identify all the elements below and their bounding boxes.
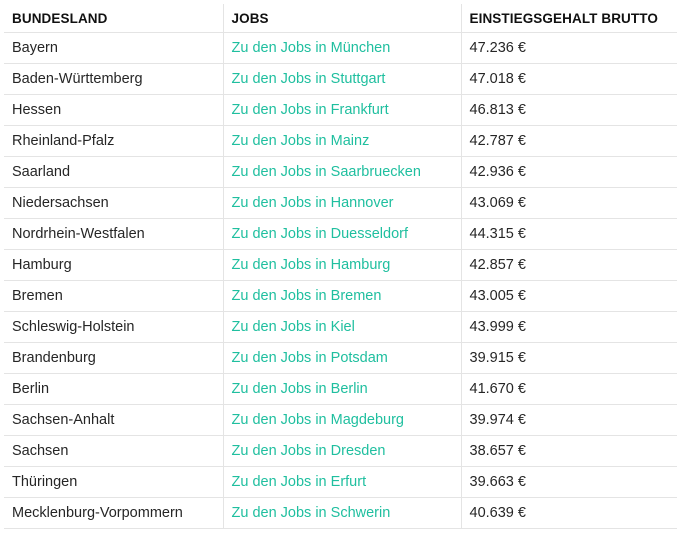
- jobs-cell: Zu den Jobs in Frankfurt: [222, 94, 461, 126]
- header-bundesland: BUNDESLAND: [4, 4, 223, 33]
- table-row: Sachsen-Anhalt Zu den Jobs in Magdeburg 39…: [4, 404, 677, 436]
- jobs-link[interactable]: Zu den Jobs in Hamburg: [231, 257, 391, 273]
- salary-cell: 46.813 €: [460, 94, 677, 126]
- salary-cell: 47.236 €: [460, 32, 677, 64]
- state-cell: Sachsen: [4, 435, 223, 467]
- jobs-cell: Zu den Jobs in München: [222, 32, 461, 64]
- table-body: Bayern Zu den Jobs in München 47.236 € Bade…: [4, 32, 677, 529]
- jobs-cell: Zu den Jobs in Erfurt: [222, 466, 461, 498]
- state-cell: Baden-Württemberg: [4, 63, 223, 95]
- table-row: Thüringen Zu den Jobs in Erfurt 39.663 €: [4, 466, 677, 498]
- jobs-cell: Zu den Jobs in Stuttgart: [222, 63, 461, 95]
- salary-table: BUNDESLAND JOBS EINSTIEGSGEHALT BRUTTO B…: [4, 4, 677, 529]
- jobs-link[interactable]: Zu den Jobs in Dresden: [231, 443, 386, 459]
- jobs-link[interactable]: Zu den Jobs in Kiel: [231, 319, 355, 335]
- salary-cell: 42.787 €: [460, 125, 677, 157]
- salary-cell: 41.670 €: [460, 373, 677, 405]
- jobs-link[interactable]: Zu den Jobs in Erfurt: [231, 474, 367, 490]
- table-header: BUNDESLAND JOBS EINSTIEGSGEHALT BRUTTO: [4, 4, 677, 33]
- state-cell: Rheinland-Pfalz: [4, 125, 223, 157]
- state-cell: Niedersachsen: [4, 187, 223, 219]
- table-row: Bayern Zu den Jobs in München 47.236 €: [4, 32, 677, 64]
- jobs-cell: Zu den Jobs in Berlin: [222, 373, 461, 405]
- state-cell: Nordrhein-Westfalen: [4, 218, 223, 250]
- salary-cell: 42.857 €: [460, 249, 677, 281]
- table-row: Hamburg Zu den Jobs in Hamburg 42.857 €: [4, 249, 677, 281]
- state-cell: Hamburg: [4, 249, 223, 281]
- jobs-cell: Zu den Jobs in Dresden: [222, 435, 461, 467]
- table-row: Hessen Zu den Jobs in Frankfurt 46.813 €: [4, 94, 677, 126]
- table-row: Bremen Zu den Jobs in Bremen 43.005 €: [4, 280, 677, 312]
- jobs-link[interactable]: Zu den Jobs in Magdeburg: [231, 412, 405, 428]
- state-cell: Sachsen-Anhalt: [4, 404, 223, 436]
- jobs-cell: Zu den Jobs in Duesseldorf: [222, 218, 461, 250]
- jobs-link[interactable]: Zu den Jobs in Schwerin: [231, 505, 391, 521]
- table-row: Saarland Zu den Jobs in Saarbruecken 42.93…: [4, 156, 677, 188]
- state-cell: Saarland: [4, 156, 223, 188]
- salary-cell: 39.915 €: [460, 342, 677, 374]
- jobs-link[interactable]: Zu den Jobs in Saarbruecken: [231, 164, 421, 180]
- state-cell: Thüringen: [4, 466, 223, 498]
- salary-cell: 43.999 €: [460, 311, 677, 343]
- salary-table-container: BUNDESLAND JOBS EINSTIEGSGEHALT BRUTTO B…: [4, 4, 677, 529]
- jobs-link[interactable]: Zu den Jobs in Potsdam: [231, 350, 388, 366]
- state-cell: Bremen: [4, 280, 223, 312]
- jobs-link[interactable]: Zu den Jobs in Frankfurt: [231, 102, 389, 118]
- jobs-link[interactable]: Zu den Jobs in Hannover: [231, 195, 394, 211]
- header-row: BUNDESLAND JOBS EINSTIEGSGEHALT BRUTTO: [4, 4, 677, 33]
- jobs-cell: Zu den Jobs in Kiel: [222, 311, 461, 343]
- state-cell: Hessen: [4, 94, 223, 126]
- jobs-cell: Zu den Jobs in Mainz: [222, 125, 461, 157]
- jobs-cell: Zu den Jobs in Hamburg: [222, 249, 461, 281]
- table-row: Nordrhein-Westfalen Zu den Jobs in Duesse…: [4, 218, 677, 250]
- header-jobs: JOBS: [222, 4, 461, 33]
- table-row: Rheinland-Pfalz Zu den Jobs in Mainz 42.78…: [4, 125, 677, 157]
- jobs-link[interactable]: Zu den Jobs in Duesseldorf: [231, 226, 409, 242]
- salary-cell: 39.663 €: [460, 466, 677, 498]
- jobs-link[interactable]: Zu den Jobs in Mainz: [231, 133, 370, 149]
- jobs-cell: Zu den Jobs in Bremen: [222, 280, 461, 312]
- state-cell: Brandenburg: [4, 342, 223, 374]
- state-cell: Schleswig-Holstein: [4, 311, 223, 343]
- salary-cell: 47.018 €: [460, 63, 677, 95]
- table-row: Baden-Württemberg Zu den Jobs in Stuttgar…: [4, 63, 677, 95]
- table-row: Schleswig-Holstein Zu den Jobs in Kiel 43.…: [4, 311, 677, 343]
- table-row: Niedersachsen Zu den Jobs in Hannover 43.0…: [4, 187, 677, 219]
- salary-cell: 43.005 €: [460, 280, 677, 312]
- state-cell: Bayern: [4, 32, 223, 64]
- table-row: Sachsen Zu den Jobs in Dresden 38.657 €: [4, 435, 677, 467]
- salary-cell: 44.315 €: [460, 218, 677, 250]
- state-cell: Mecklenburg-Vorpommern: [4, 497, 223, 529]
- jobs-cell: Zu den Jobs in Potsdam: [222, 342, 461, 374]
- jobs-cell: Zu den Jobs in Schwerin: [222, 497, 461, 529]
- salary-cell: 39.974 €: [460, 404, 677, 436]
- salary-cell: 42.936 €: [460, 156, 677, 188]
- jobs-cell: Zu den Jobs in Saarbruecken: [222, 156, 461, 188]
- salary-cell: 43.069 €: [460, 187, 677, 219]
- jobs-link[interactable]: Zu den Jobs in München: [231, 40, 391, 56]
- table-row: Mecklenburg-Vorpommern Zu den Jobs in Sch…: [4, 497, 677, 529]
- jobs-cell: Zu den Jobs in Magdeburg: [222, 404, 461, 436]
- table-row: Brandenburg Zu den Jobs in Potsdam 39.915 …: [4, 342, 677, 374]
- jobs-link[interactable]: Zu den Jobs in Bremen: [231, 288, 382, 304]
- jobs-link[interactable]: Zu den Jobs in Berlin: [231, 381, 368, 397]
- jobs-cell: Zu den Jobs in Hannover: [222, 187, 461, 219]
- salary-cell: 40.639 €: [460, 497, 677, 529]
- salary-cell: 38.657 €: [460, 435, 677, 467]
- header-salary: EINSTIEGSGEHALT BRUTTO: [460, 4, 677, 33]
- table-row: Berlin Zu den Jobs in Berlin 41.670 €: [4, 373, 677, 405]
- jobs-link[interactable]: Zu den Jobs in Stuttgart: [231, 71, 386, 87]
- state-cell: Berlin: [4, 373, 223, 405]
